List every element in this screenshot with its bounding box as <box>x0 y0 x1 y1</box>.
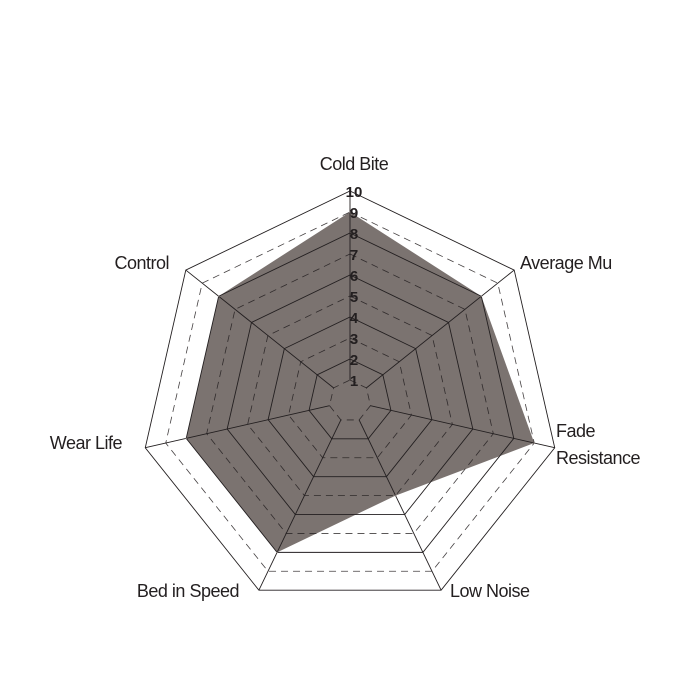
data-point-wear-life <box>185 437 188 440</box>
spoke-3 <box>358 419 442 591</box>
tick-label-2: 2 <box>350 352 358 369</box>
tick-label-3: 3 <box>350 331 358 348</box>
grid-ring-1 <box>329 379 371 421</box>
axis-label-cold-bite: Cold Bite <box>320 154 389 174</box>
data-point-low-noise <box>394 494 397 497</box>
spoke-2 <box>370 405 555 449</box>
data-point-control <box>217 295 220 298</box>
grid-ring-7 <box>206 253 494 534</box>
axis-label-control: Control <box>114 253 169 273</box>
tick-label-9: 9 <box>350 205 358 222</box>
tick-label-8: 8 <box>350 226 358 243</box>
tick-label-7: 7 <box>350 247 358 264</box>
data-area <box>186 212 535 553</box>
axis-label-fade-resistance: Fade Resistance <box>556 421 641 468</box>
grid-ring-6 <box>226 274 474 515</box>
grid-ring-3 <box>288 337 412 459</box>
grid-ring-4 <box>267 316 433 478</box>
data-point-cold-bite <box>349 211 351 213</box>
spoke-6 <box>185 269 334 389</box>
data-point-fade-resistance <box>533 442 536 444</box>
axis-label-low-noise: Low Noise <box>450 581 530 601</box>
tick-label-1: 1 <box>350 373 358 390</box>
axis-label-average-mu: Average Mu <box>520 253 612 273</box>
grid-ring-5 <box>247 295 453 497</box>
tick-label-5: 5 <box>350 289 358 306</box>
spoke-4 <box>258 419 342 591</box>
grid-ring-10 <box>144 190 556 591</box>
axis-label-wear-life: Wear Life <box>50 433 123 453</box>
data-point-bed-in-speed <box>276 551 278 554</box>
axis-label-bed-in-speed: Bed in Speed <box>137 581 239 601</box>
grid-ring-8 <box>185 232 515 553</box>
data-point-average-mu <box>480 295 483 298</box>
spoke-5 <box>145 405 330 449</box>
tick-label-6: 6 <box>350 268 358 285</box>
grid-ring-2 <box>308 358 392 440</box>
tick-label-10: 10 <box>346 184 363 201</box>
tick-label-4: 4 <box>350 310 359 327</box>
spoke-1 <box>366 269 515 389</box>
